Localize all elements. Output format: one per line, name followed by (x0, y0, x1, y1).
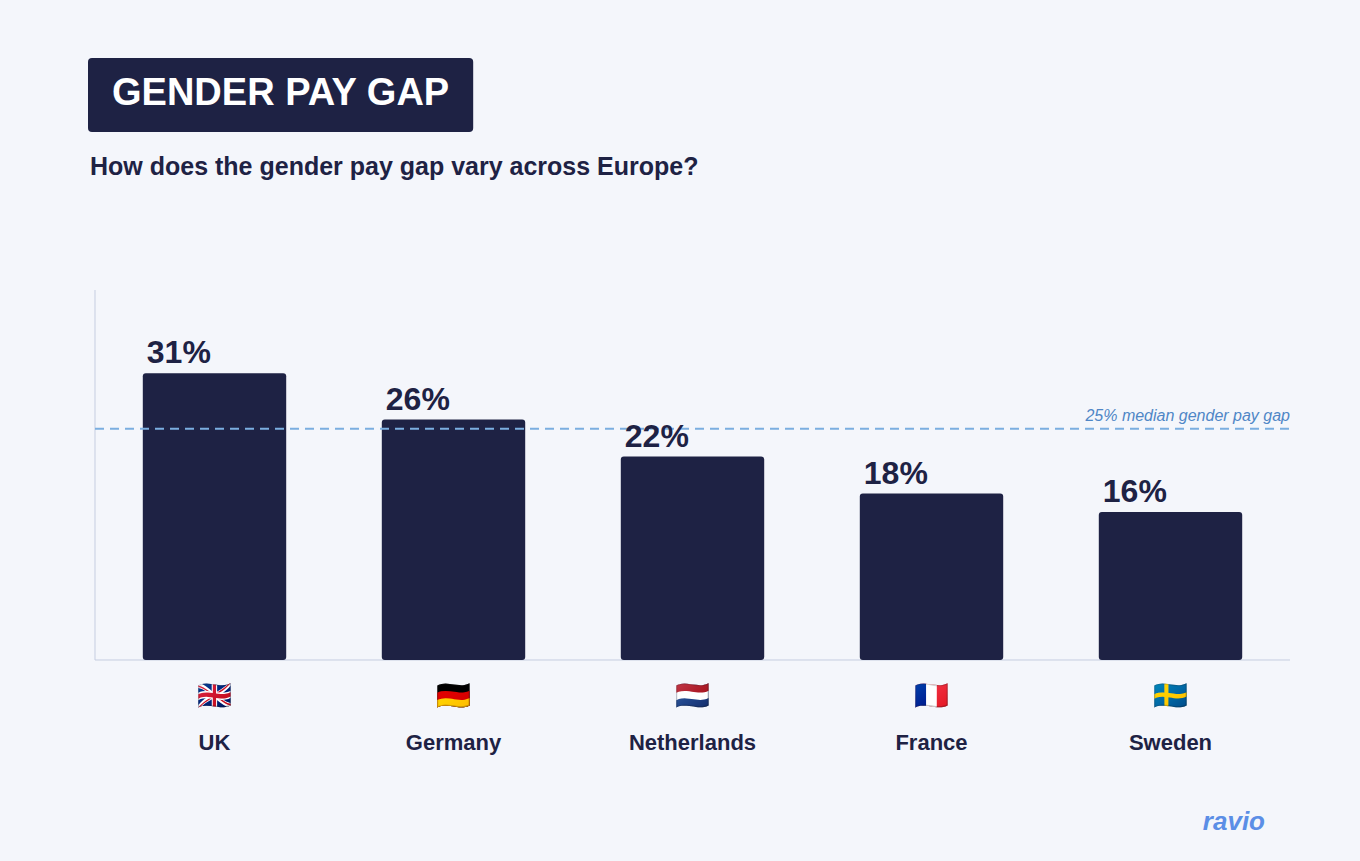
reference-line (95, 428, 1290, 430)
category-label: France (895, 730, 967, 755)
data-label: 16% (1103, 473, 1167, 509)
flag: 🇳🇱 (675, 680, 710, 711)
background (0, 0, 1360, 861)
page: {"chart_data": {"type": "bar", "title": … (0, 0, 1360, 861)
bar (621, 457, 764, 661)
bars (143, 373, 1242, 660)
bar (382, 420, 525, 661)
data-label: 31% (147, 334, 211, 370)
watermark: ravio (1203, 806, 1265, 836)
flag: 🇫🇷 (914, 680, 949, 711)
flag: 🇩🇪 (436, 680, 471, 711)
bar (860, 494, 1003, 661)
bar (143, 373, 286, 660)
category-label: Netherlands (629, 730, 756, 755)
flag: 🇬🇧 (197, 680, 232, 711)
subtitle: How does the gender pay gap vary across … (90, 152, 699, 180)
category-label: Germany (406, 730, 502, 755)
data-label: 26% (386, 381, 450, 417)
y-axis-line (95, 290, 96, 660)
title-box (88, 58, 473, 132)
reference-label: 25% median gender pay gap (1084, 407, 1290, 424)
category-label: UK (199, 730, 231, 755)
chart-container: GENDER PAY GAP How does the gender pay ga… (0, 0, 1360, 861)
flag: 🇸🇪 (1153, 680, 1188, 711)
title-group: GENDER PAY GAP (88, 58, 473, 132)
data-label: 22% (625, 418, 689, 454)
title: GENDER PAY GAP (112, 71, 449, 113)
data-label: 18% (864, 455, 928, 491)
chart-svg: GENDER PAY GAP How does the gender pay ga… (0, 0, 1360, 861)
category-label: Sweden (1129, 730, 1212, 755)
bar (1099, 512, 1242, 660)
